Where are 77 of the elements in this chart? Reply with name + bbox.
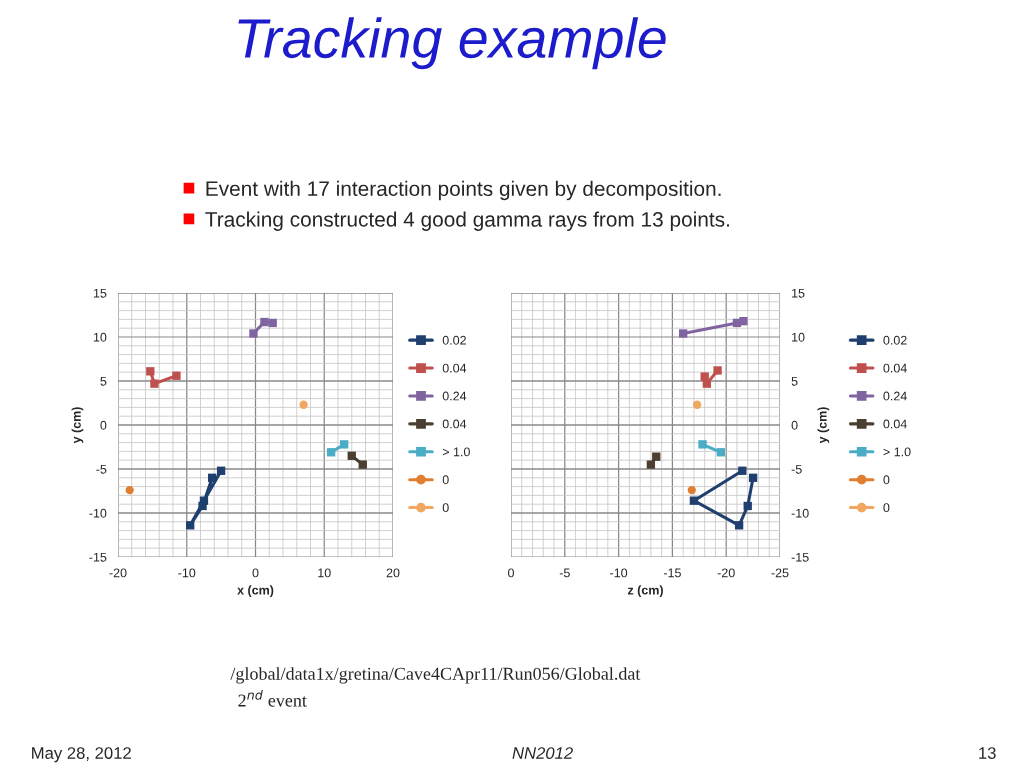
x-tick-label: 0	[252, 568, 259, 578]
point	[208, 473, 217, 482]
y-tick-label: 15	[93, 288, 107, 298]
y-axis-title: y (cm)	[71, 407, 84, 444]
x-tick-label: -15	[663, 568, 681, 578]
text: NN2012	[512, 747, 573, 759]
y-tick-label: -15	[89, 552, 107, 562]
point	[340, 440, 349, 449]
point	[734, 521, 744, 530]
legend-label: 0.04	[442, 419, 467, 429]
point	[716, 448, 725, 457]
y-tick-label: 15	[792, 288, 805, 298]
text: May 28, 2012	[32, 747, 131, 763]
y-tick-label: -5	[791, 464, 802, 474]
legend-label: 0	[442, 503, 449, 513]
point	[249, 329, 258, 338]
point	[698, 440, 707, 449]
text: Event with 17 interaction points given by decomposition.	[206, 180, 721, 201]
x-tick-label: -20	[717, 568, 735, 578]
point	[713, 366, 722, 375]
y-tick-label: 5	[791, 376, 798, 386]
y-tick-label: -5	[96, 464, 107, 474]
point	[702, 379, 711, 388]
point	[678, 329, 688, 338]
point	[326, 448, 336, 457]
x-tick-label: -5	[559, 568, 570, 578]
point	[347, 451, 356, 460]
point	[743, 501, 752, 511]
x-tick-label: -10	[178, 568, 196, 578]
legend-label: 0	[883, 475, 890, 485]
point	[739, 316, 748, 326]
point	[186, 521, 195, 530]
y-tick-label: 0	[100, 420, 107, 430]
point	[358, 460, 367, 469]
y-tick-label: -15	[791, 552, 809, 562]
point	[738, 466, 747, 475]
y-tick-label: -10	[791, 508, 809, 518]
legend-label: 0.02	[442, 335, 466, 345]
y-tick-label: -10	[89, 508, 107, 518]
text: 13	[979, 747, 996, 759]
legend-label: 0.24	[442, 391, 467, 401]
point	[172, 371, 181, 380]
point	[146, 367, 155, 376]
point	[199, 496, 209, 505]
point	[689, 496, 699, 505]
legend-label: 0.02	[883, 335, 907, 345]
legend-label: 0.04	[883, 419, 907, 429]
legend-label: 0.04	[442, 363, 467, 373]
legend-label: 0.04	[883, 363, 907, 373]
legend-label: > 1.0	[883, 447, 911, 457]
legend-label: 0.24	[883, 391, 907, 401]
x-tick-label: 0	[508, 568, 514, 578]
point	[748, 473, 758, 482]
x-tick-label: -25	[771, 568, 789, 578]
point	[260, 317, 269, 327]
x-tick-label: 20	[386, 568, 400, 578]
point	[216, 466, 226, 475]
chart-title: Tracking example	[238, 17, 666, 70]
x-axis-title: x (cm)	[237, 585, 274, 597]
text: 2$^{nd}$ event	[238, 689, 307, 707]
y-tick-label: 0	[791, 420, 798, 430]
text: /global/data1x/gretina/Cave4CApr11/Run056/Global.dat	[230, 667, 641, 684]
point	[150, 379, 159, 388]
text: Tracking constructed 4 good gamma rays from 13 points.	[205, 211, 729, 231]
y-axis-title: y (cm)	[817, 407, 830, 444]
x-axis-title: z (cm)	[627, 585, 663, 597]
y-tick-label: 5	[100, 376, 107, 386]
point	[646, 460, 656, 469]
point	[268, 318, 277, 328]
x-tick-label: -10	[610, 568, 628, 578]
y-tick-label: 10	[93, 332, 107, 342]
x-tick-label: 10	[318, 568, 331, 578]
y-tick-label: 10	[792, 332, 805, 342]
legend-label: > 1.0	[442, 447, 470, 457]
legend-label: 0	[883, 503, 890, 513]
legend-label: 0	[442, 475, 449, 485]
x-tick-label: -20	[109, 568, 127, 578]
